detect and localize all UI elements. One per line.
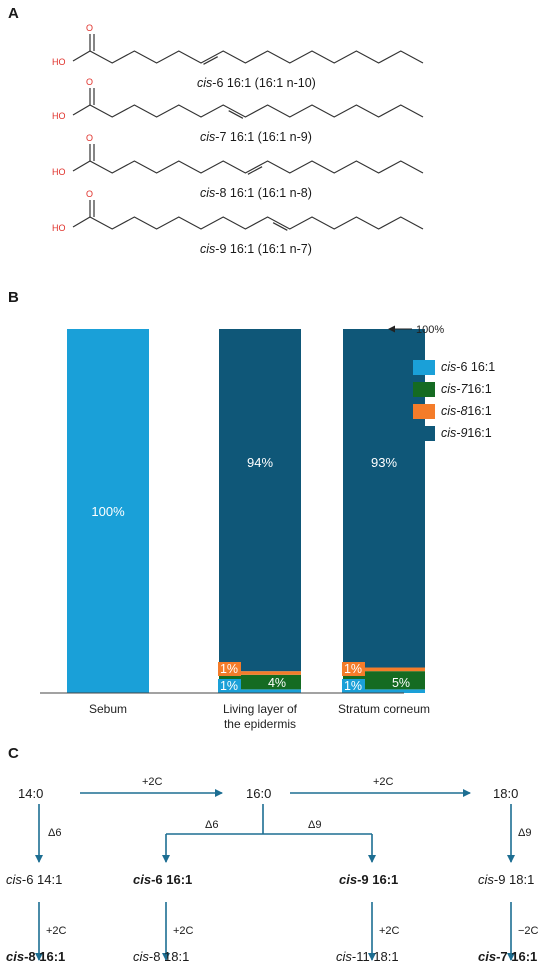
node-18-0: 18:0 bbox=[493, 786, 518, 801]
edge-label-14-16: +2C bbox=[142, 776, 163, 788]
data-label-bg bbox=[342, 662, 365, 676]
oxygen-label: O bbox=[86, 77, 93, 87]
edge-label-delta6-16: Δ6 bbox=[205, 819, 218, 831]
bar-segment bbox=[343, 689, 425, 693]
node-cis8-16-1: cis-8 16:1 bbox=[6, 949, 65, 964]
legend-item-cis6: cis -6 16:1 bbox=[413, 356, 495, 378]
data-label-bg bbox=[218, 679, 241, 693]
edge-label-cis9-18-shorten: −2C bbox=[518, 925, 539, 937]
node-cis6-14-1: cis-6 14:1 bbox=[6, 872, 62, 887]
edge-label-delta9-16: Δ9 bbox=[308, 819, 321, 831]
data-label: 1% bbox=[344, 679, 362, 693]
data-label: 1% bbox=[344, 662, 362, 676]
carbon-chain bbox=[89, 216, 424, 230]
hydroxyl-label: HO bbox=[52, 223, 66, 233]
bar-segment bbox=[343, 329, 425, 668]
edge-label-cis6-14-elong: +2C bbox=[46, 925, 67, 937]
data-label-bg bbox=[342, 679, 365, 693]
panel-c-label: C bbox=[8, 745, 19, 762]
node-cis9-18-1: cis-9 18:1 bbox=[478, 872, 534, 887]
legend-swatch bbox=[413, 359, 435, 375]
legend-item-cis9: cis-9 16:1 bbox=[413, 422, 495, 444]
hundred-percent-label: 100% bbox=[416, 324, 444, 336]
carbon-chain bbox=[89, 160, 424, 174]
biosynthesis-pathway: 14:0 16:0 18:0 cis-6 14:1 cis-6 16:1 cis… bbox=[6, 776, 539, 964]
oxygen-label: O bbox=[86, 23, 93, 33]
node-cis7-16-1: cis-7 16:1 bbox=[478, 949, 537, 964]
legend-item-cis8: cis-8 16:1 bbox=[413, 400, 495, 422]
molecule-2: O HO bbox=[52, 77, 424, 121]
edge-label-cis9-16-elong: +2C bbox=[379, 925, 400, 937]
legend-item-cis7: cis-7 16:1 bbox=[413, 378, 495, 400]
stacked-bar-chart: 100% 1% 4% 1% 94% 1% 5% 1% 93% 100% Sebum Living … bbox=[40, 324, 444, 731]
hydroxyl-label: HO bbox=[52, 57, 66, 67]
category-label: Sebum bbox=[89, 702, 127, 716]
carbon-chain bbox=[89, 104, 424, 118]
category-label: Stratum corneum bbox=[338, 702, 430, 716]
node-14-0: 14:0 bbox=[18, 786, 43, 801]
molecule-caption-1: cis-6 16:1 (16:1 n-10) bbox=[197, 76, 316, 90]
data-label: 93% bbox=[371, 455, 397, 470]
node-cis9-16-1: cis-9 16:1 bbox=[339, 872, 398, 887]
edge-label-cis6-16-elong: +2C bbox=[173, 925, 194, 937]
hundred-percent-arrow: 100% bbox=[388, 324, 444, 336]
molecule-caption-2: cis-7 16:1 (16:1 n-9) bbox=[200, 130, 312, 144]
bar-segment bbox=[219, 671, 301, 675]
oxygen-label: O bbox=[86, 133, 93, 143]
node-cis6-16-1: cis-6 16:1 bbox=[133, 872, 192, 887]
edge-label-delta9-18: Δ9 bbox=[518, 827, 531, 839]
molecule-caption-3: cis-8 16:1 (16:1 n-8) bbox=[200, 186, 312, 200]
bar-stack-2: 1% 4% 1% 94% bbox=[218, 329, 301, 693]
category-label: Living layer of bbox=[223, 702, 298, 716]
legend-swatch bbox=[413, 425, 435, 441]
panel-a-label: A bbox=[8, 5, 19, 22]
bar-segment bbox=[219, 329, 301, 672]
molecule-structures: O HO O HO O HO O HO bbox=[52, 23, 424, 233]
edge-label-delta6-14: Δ6 bbox=[48, 827, 61, 839]
edge-label-16-18: +2C bbox=[373, 776, 394, 788]
node-16-0: 16:0 bbox=[246, 786, 271, 801]
molecule-3: O HO bbox=[52, 133, 424, 177]
molecule-4: O HO bbox=[52, 189, 424, 233]
data-label: 5% bbox=[392, 676, 410, 690]
data-label: 100% bbox=[91, 504, 125, 519]
data-label-bg bbox=[218, 662, 241, 676]
molecule-caption-4: cis-9 16:1 (16:1 n-7) bbox=[200, 242, 312, 256]
hydroxyl-label: HO bbox=[52, 167, 66, 177]
legend-swatch bbox=[413, 403, 435, 419]
hydroxyl-label: HO bbox=[52, 111, 66, 121]
data-label: 1% bbox=[220, 679, 238, 693]
bar-segment bbox=[67, 329, 149, 693]
node-cis11-18-1: cis-11 18:1 bbox=[336, 949, 399, 964]
bar-segment bbox=[343, 667, 425, 672]
bar-stack-1: 100% bbox=[67, 329, 149, 693]
oxygen-label: O bbox=[86, 189, 93, 199]
bar-stack-3: 1% 5% 1% 93% bbox=[342, 329, 425, 693]
legend-swatch bbox=[413, 381, 435, 397]
data-label: 1% bbox=[220, 662, 238, 676]
node-cis8-18-1: cis-8 18:1 bbox=[133, 949, 189, 964]
panel-b-label: B bbox=[8, 289, 19, 306]
branch-16-desaturase bbox=[166, 804, 372, 835]
bar-segment bbox=[219, 689, 301, 693]
molecule-1: O HO bbox=[52, 23, 424, 67]
data-label: 94% bbox=[247, 455, 273, 470]
category-label: the epidermis bbox=[224, 717, 296, 731]
data-label: 4% bbox=[268, 676, 286, 690]
carbon-chain bbox=[89, 50, 424, 64]
chart-legend: cis -6 16:1 cis-7 16:1 cis-8 16:1 cis-9 1… bbox=[413, 356, 495, 444]
